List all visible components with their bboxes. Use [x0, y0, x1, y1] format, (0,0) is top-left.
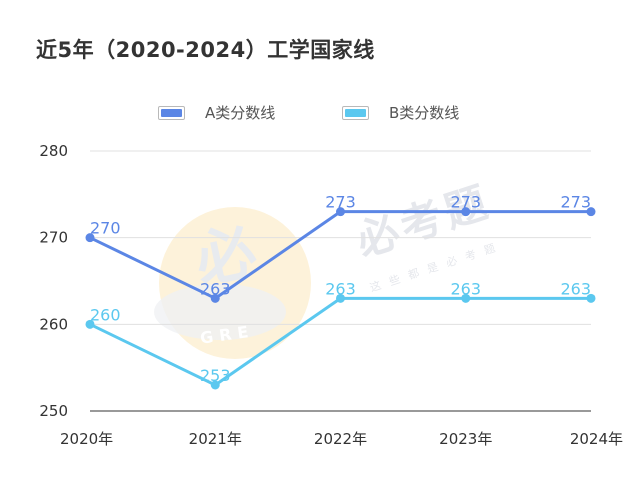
data-label: 263: [450, 279, 481, 298]
data-point[interactable]: [586, 207, 596, 217]
legend-swatch-a: [158, 105, 185, 120]
data-labels: 270 263 273 273 273 260 253 263 263 263: [90, 193, 591, 385]
y-tick-label: 260: [39, 315, 68, 333]
data-point[interactable]: [85, 319, 95, 329]
data-label: 273: [325, 193, 356, 212]
legend-swatch-b: [342, 105, 369, 120]
y-tick-label: 270: [39, 229, 68, 247]
data-point[interactable]: [210, 380, 220, 390]
y-tick-label: 250: [39, 402, 68, 420]
axes: 250 260 270 280 2020年 2021年 2022年 2023年 2024年: [39, 142, 623, 448]
legend-item-a[interactable]: A类分数线: [158, 102, 275, 123]
data-point[interactable]: [461, 207, 471, 217]
chart-legend: A类分数线 B类分数线: [0, 102, 627, 126]
x-tick-label: 2022年: [314, 430, 367, 448]
data-label: 253: [200, 366, 231, 385]
legend-item-b[interactable]: B类分数线: [342, 102, 459, 123]
data-point[interactable]: [586, 293, 596, 303]
data-label: 270: [90, 219, 121, 238]
data-point[interactable]: [336, 207, 345, 217]
x-tick-label: 2020年: [60, 430, 113, 448]
data-label: 263: [560, 279, 591, 298]
data-point[interactable]: [461, 293, 471, 303]
data-label: 260: [90, 305, 121, 324]
watermark-badge-char: 必: [189, 216, 262, 297]
data-label: 263: [325, 279, 356, 298]
data-label: 273: [560, 193, 591, 212]
x-tick-label: 2024年: [570, 430, 623, 448]
data-point[interactable]: [85, 233, 95, 243]
data-point[interactable]: [336, 293, 345, 303]
x-tick-label: 2023年: [439, 430, 492, 448]
grid: [90, 150, 591, 325]
chart-title: 近5年（2020-2024）工学国家线: [36, 38, 375, 62]
watermark-badge-shadow: [154, 284, 286, 340]
y-tick-label: 280: [39, 142, 68, 160]
legend-label-b: B类分数线: [389, 104, 460, 122]
x-tick-label: 2021年: [189, 430, 242, 448]
series-layer: [85, 207, 596, 390]
data-point[interactable]: [210, 293, 220, 303]
legend-label-a: A类分数线: [205, 104, 276, 122]
data-label: 263: [200, 279, 231, 298]
data-label: 273: [450, 193, 481, 212]
